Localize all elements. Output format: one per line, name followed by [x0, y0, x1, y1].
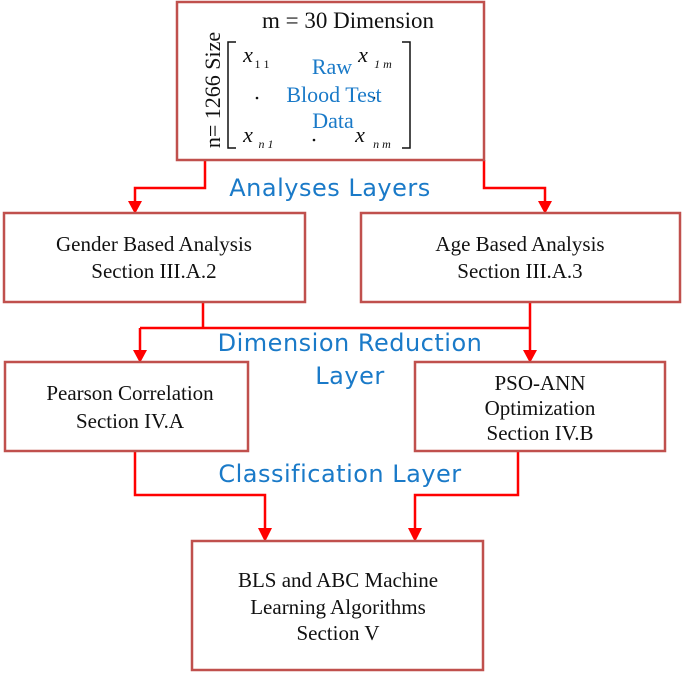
arrowhead	[133, 350, 147, 363]
pso-ann-box: PSO-ANN Optimization Section IV.B	[413, 360, 667, 453]
matrix-xn1: x	[242, 122, 253, 147]
raw-data-title-line: Blood Test	[286, 82, 381, 107]
size-label: n= 1266 Size	[200, 32, 225, 148]
matrix-x11-sub: 1 1	[255, 57, 270, 71]
classification-layer-label: Classification Layer	[218, 460, 461, 488]
arrow-pearson-to-bls	[133, 451, 267, 530]
dimension-reduction-label: Dimension Reduction	[218, 329, 483, 357]
age-analysis-box: Age Based Analysis Section III.A.3	[359, 211, 682, 304]
box-line: Section III.A.3	[457, 259, 582, 283]
arrow-analysis-merge	[138, 302, 532, 352]
arrows	[128, 160, 552, 542]
box-line: Learning Algorithms	[250, 595, 426, 619]
analyses-layer-label: Analyses Layers	[229, 174, 431, 202]
pearson-correlation-box: Pearson Correlation Section IV.A	[3, 360, 250, 453]
matrix-x1m-sub: 1 m	[374, 57, 392, 71]
matrix-xnm: x	[354, 122, 365, 147]
arrowhead	[258, 528, 272, 542]
dimension-label: m = 30 Dimension	[262, 8, 435, 33]
box-line: Section V	[296, 621, 379, 645]
dimension-reduction-label: Layer	[315, 362, 384, 390]
arrowhead	[538, 201, 552, 214]
raw-data-title-line: Data	[312, 108, 354, 133]
box-line: Section IV.B	[487, 421, 594, 445]
gender-analysis-box: Gender Based Analysis Section III.A.2	[2, 211, 307, 304]
arrow-pso-to-bls	[413, 451, 520, 530]
raw-data-title-line: Raw	[312, 54, 352, 79]
matrix-x11: x	[242, 42, 253, 67]
arrowhead	[408, 528, 422, 542]
arrow-top-to-gender	[133, 160, 207, 203]
arrow-top-to-age	[482, 160, 547, 203]
box-line: Age Based Analysis	[435, 232, 604, 256]
box-line: Optimization	[485, 396, 596, 420]
arrowhead	[523, 350, 537, 363]
box-line: Section IV.A	[76, 409, 185, 433]
matrix-xnm-sub: n m	[373, 137, 391, 151]
arrowhead	[128, 201, 142, 214]
matrix-brackets	[227, 41, 411, 149]
raw-data-box: m = 30 Dimension n= 1266 Size x 1 1 x 1 …	[175, 0, 486, 162]
box-line: Section III.A.2	[91, 259, 216, 283]
matrix-xn1-sub: n 1	[259, 137, 274, 151]
matrix-x1m: x	[357, 42, 368, 67]
box-line: BLS and ABC Machine	[238, 568, 438, 592]
box-line: PSO-ANN	[494, 371, 585, 395]
box-line: Pearson Correlation	[46, 381, 214, 405]
bls-abc-box: BLS and ABC Machine Learning Algorithms …	[190, 539, 485, 672]
box-line: Gender Based Analysis	[56, 232, 252, 256]
